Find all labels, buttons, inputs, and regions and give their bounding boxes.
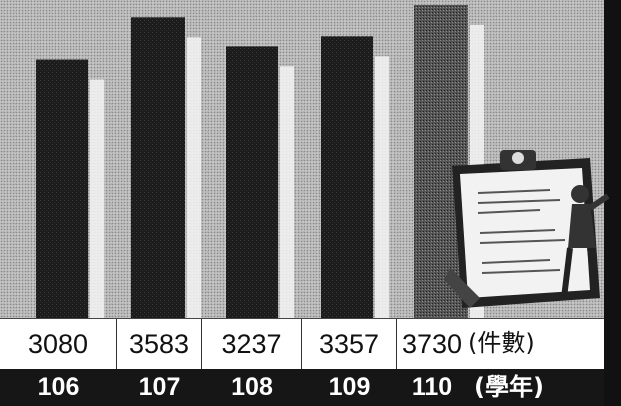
bar-108	[226, 46, 278, 318]
year-unit-label: (學年)	[474, 373, 544, 401]
bar-106	[36, 59, 88, 318]
bar-gap	[90, 79, 104, 318]
value-row: 3080 3583 3237 3357 3730 (件數)	[0, 318, 604, 369]
year-label: 108	[231, 373, 273, 401]
year-label: 106	[37, 373, 80, 401]
bar-109	[321, 36, 373, 318]
year-label: 107	[138, 373, 181, 401]
value-label: 3583	[117, 319, 202, 369]
bar-chart	[36, 5, 484, 318]
clipboard-with-person-icon	[444, 150, 610, 308]
value-label: 3730	[401, 329, 463, 359]
value-unit-label: (件數)	[468, 329, 535, 357]
value-label: 3080	[0, 319, 117, 369]
bar-gap	[280, 66, 294, 318]
bar-gap	[187, 37, 201, 318]
bar-107	[131, 17, 185, 318]
value-label: 3357	[302, 319, 397, 369]
year-row: 106 107 108 109 110 (學年)	[0, 369, 604, 406]
right-edge-bar	[604, 0, 621, 406]
value-label: 3237	[202, 319, 302, 369]
year-label: 109	[328, 373, 371, 401]
bar-gap	[375, 56, 389, 318]
year-label: 110	[411, 373, 453, 401]
bar-110	[414, 5, 468, 318]
